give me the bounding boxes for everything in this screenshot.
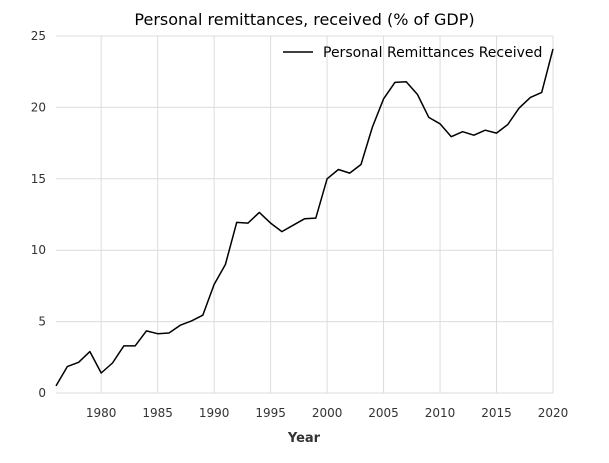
- data-point: [314, 217, 317, 220]
- data-point: [292, 224, 295, 227]
- data-point: [258, 211, 261, 214]
- y-tick-label: 15: [31, 172, 46, 186]
- data-point: [326, 177, 329, 180]
- x-tick-label: 2005: [368, 406, 399, 420]
- x-tick-label: 2020: [538, 406, 569, 420]
- data-point: [506, 123, 509, 126]
- data-point: [247, 222, 250, 225]
- data-point: [122, 344, 125, 347]
- data-point: [280, 230, 283, 233]
- series-line: [55, 48, 554, 387]
- data-point: [213, 283, 216, 286]
- x-tick-label: 2010: [425, 406, 456, 420]
- y-tick-label: 0: [38, 386, 46, 400]
- data-point: [111, 362, 114, 365]
- data-point: [359, 163, 362, 166]
- series-layer: [55, 47, 555, 387]
- x-tick-label: 1985: [142, 406, 173, 420]
- data-point: [190, 319, 193, 322]
- data-point: [348, 172, 351, 175]
- data-point: [201, 314, 204, 317]
- data-point: [427, 116, 430, 119]
- data-point: [529, 96, 532, 99]
- data-point: [382, 97, 385, 100]
- data-point: [224, 263, 227, 266]
- data-point: [540, 91, 543, 94]
- data-point: [156, 332, 159, 335]
- data-point: [235, 221, 238, 224]
- legend-label: Personal Remittances Received: [323, 45, 542, 61]
- y-tick-label: 25: [31, 29, 46, 43]
- data-point: [439, 122, 442, 125]
- data-point: [303, 217, 306, 220]
- data-point: [269, 222, 272, 225]
- data-point: [416, 93, 419, 96]
- x-axis-label: Year: [287, 431, 321, 446]
- data-point: [77, 361, 80, 364]
- data-point: [371, 126, 374, 129]
- data-point: [66, 365, 69, 368]
- y-tick-label: 20: [31, 100, 46, 114]
- legend: Personal Remittances Received: [283, 45, 542, 61]
- y-tick-label: 10: [31, 243, 46, 257]
- y-tick-label: 5: [38, 315, 46, 329]
- data-point: [393, 81, 396, 84]
- x-tick-label: 2015: [481, 406, 512, 420]
- chart-title: Personal remittances, received (% of GDP…: [134, 10, 474, 29]
- data-point: [55, 384, 58, 387]
- data-point: [405, 80, 408, 83]
- data-point: [450, 135, 453, 138]
- data-point: [167, 332, 170, 335]
- data-point: [145, 329, 148, 332]
- grid-lines: [56, 35, 554, 394]
- x-tick-label: 1995: [255, 406, 286, 420]
- axis-ticks: 1980 1985 1990 1995 2000 2005 2010 2015 20200510…: [31, 29, 569, 420]
- data-point: [495, 132, 498, 135]
- x-tick-label: 1990: [199, 406, 230, 420]
- data-point: [337, 168, 340, 171]
- data-point: [100, 372, 103, 375]
- x-tick-label: 2000: [312, 406, 343, 420]
- data-point: [179, 324, 182, 327]
- data-point: [472, 134, 475, 137]
- data-point: [88, 350, 91, 353]
- data-point: [484, 129, 487, 132]
- data-point: [134, 344, 137, 347]
- data-point: [518, 107, 521, 110]
- x-tick-label: 1980: [86, 406, 117, 420]
- data-point: [461, 130, 464, 133]
- data-point: [552, 47, 555, 50]
